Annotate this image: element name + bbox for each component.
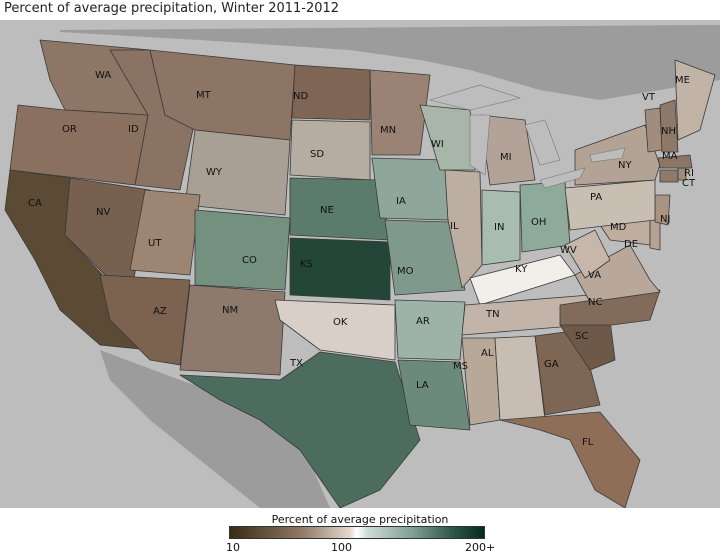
label-CT: CT [682, 178, 696, 189]
state-IA [371, 157, 449, 221]
state-AR [394, 299, 466, 361]
label-WV: WV [560, 245, 577, 256]
label-MD: MD [610, 222, 627, 233]
label-OR: OR [62, 124, 77, 135]
great-lakes [428, 84, 626, 189]
state-MN [369, 69, 431, 156]
legend-colorbar [229, 526, 485, 539]
legend-tick-min: 10 [226, 541, 240, 554]
label-CA: CA [28, 198, 42, 209]
lake-huron [524, 119, 561, 166]
state-MO [384, 219, 466, 296]
lake-superior [428, 84, 522, 111]
state-WI [419, 104, 476, 171]
state-OK [274, 299, 396, 361]
label-SC: SC [575, 331, 588, 342]
label-TN: TN [485, 309, 500, 320]
label-IL: IL [450, 221, 459, 232]
label-KS: KS [300, 259, 313, 270]
label-CO: CO [242, 255, 257, 266]
state-IN [481, 189, 521, 266]
state-LA [397, 359, 471, 431]
page-title: Percent of average precipitation, Winter… [4, 1, 340, 16]
label-NV: NV [96, 207, 110, 218]
lake-michigan [469, 114, 491, 176]
label-NH: NH [661, 126, 676, 137]
lake-erie [539, 167, 586, 189]
label-ME: ME [675, 75, 690, 86]
label-UT: UT [148, 238, 162, 249]
label-VT: VT [642, 92, 656, 103]
legend-tick-mid: 100 [331, 541, 352, 554]
label-TX: TX [289, 358, 303, 369]
state-FL [499, 411, 641, 508]
state-IL [444, 169, 483, 289]
state-NH [659, 99, 679, 153]
label-OK: OK [333, 317, 348, 328]
label-OH: OH [531, 217, 546, 228]
state-KS [289, 237, 391, 301]
state-MI [479, 114, 536, 186]
label-NC: NC [588, 297, 602, 308]
state-WY [184, 129, 291, 216]
precipitation-map: WA OR CA ID NV MT WY UT AZ CO NM ND SD N… [0, 20, 720, 508]
mexico-land [100, 350, 330, 508]
state-UT [129, 189, 201, 276]
label-GA: GA [544, 359, 559, 370]
label-DE: DE [624, 239, 638, 250]
label-SD: SD [310, 149, 324, 160]
label-AZ: AZ [153, 306, 167, 317]
state-TX [179, 351, 421, 508]
label-VA: VA [588, 270, 601, 281]
label-NM: NM [222, 305, 238, 316]
state-WV [564, 229, 611, 279]
label-IA: IA [396, 196, 406, 207]
state-SD [289, 119, 371, 181]
label-ID: ID [128, 124, 139, 135]
state-AZ [99, 274, 191, 366]
label-WA: WA [95, 70, 111, 81]
state-ME [674, 59, 716, 141]
lake-ontario [589, 147, 626, 163]
label-WI: WI [431, 139, 444, 150]
state-CO [194, 209, 291, 291]
label-AR: AR [416, 316, 430, 327]
state-ND [291, 64, 371, 121]
label-NE: NE [320, 205, 334, 216]
label-MN: MN [380, 125, 396, 136]
label-PA: PA [590, 192, 602, 203]
state-CT [659, 169, 679, 183]
state-VA [574, 244, 661, 303]
state-NM [179, 284, 286, 376]
state-VT [644, 107, 663, 153]
label-IN: IN [494, 222, 504, 233]
canada-land [60, 25, 720, 100]
label-KY: KY [515, 264, 528, 275]
label-MS: MS [453, 361, 468, 372]
label-WY: WY [206, 167, 223, 178]
label-MI: MI [500, 152, 512, 163]
legend-tick-max: 200+ [465, 541, 496, 554]
label-ND: ND [293, 91, 308, 102]
label-NJ: NJ [660, 214, 670, 225]
label-MT: MT [196, 90, 212, 101]
label-RI: RI [684, 168, 694, 179]
label-FL: FL [582, 437, 594, 448]
state-PA [564, 179, 656, 231]
legend-title: Percent of average precipitation [271, 513, 449, 526]
label-MO: MO [397, 266, 414, 277]
state-NE [289, 177, 391, 241]
label-AL: AL [481, 348, 494, 359]
state-DE [649, 219, 661, 251]
label-LA: LA [416, 380, 429, 391]
label-NY: NY [618, 160, 632, 171]
label-MA: MA [662, 151, 678, 162]
state-MA [657, 154, 693, 169]
